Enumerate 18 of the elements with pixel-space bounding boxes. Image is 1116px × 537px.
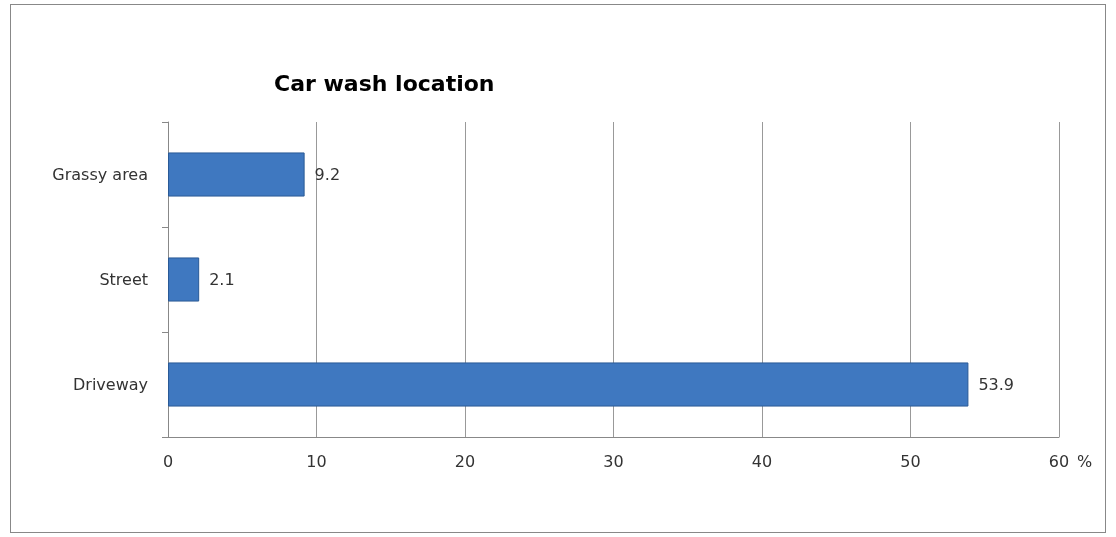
- y-tick-label: Driveway: [72, 375, 148, 394]
- bar: [168, 257, 200, 302]
- x-tick-label: 30: [603, 451, 624, 471]
- bar: [168, 152, 305, 197]
- x-tick-label: 50: [900, 451, 921, 471]
- data-label: 53.9: [978, 375, 1015, 394]
- data-label: 9.2: [314, 165, 341, 184]
- chart-title: Car wash location: [274, 70, 495, 96]
- y-tick-label: Grassy area: [52, 165, 148, 184]
- bar: [168, 362, 969, 407]
- x-tick-label: 0: [162, 451, 174, 471]
- y-tick-label: Street: [99, 270, 148, 289]
- x-tick-label: 20: [454, 451, 476, 471]
- x-tick-label: 10: [306, 451, 327, 471]
- x-tick-label: 40: [751, 451, 773, 471]
- x-axis-title: %: [1077, 451, 1093, 471]
- x-tick-label: 60: [1048, 451, 1070, 471]
- data-label: 2.1: [209, 270, 235, 289]
